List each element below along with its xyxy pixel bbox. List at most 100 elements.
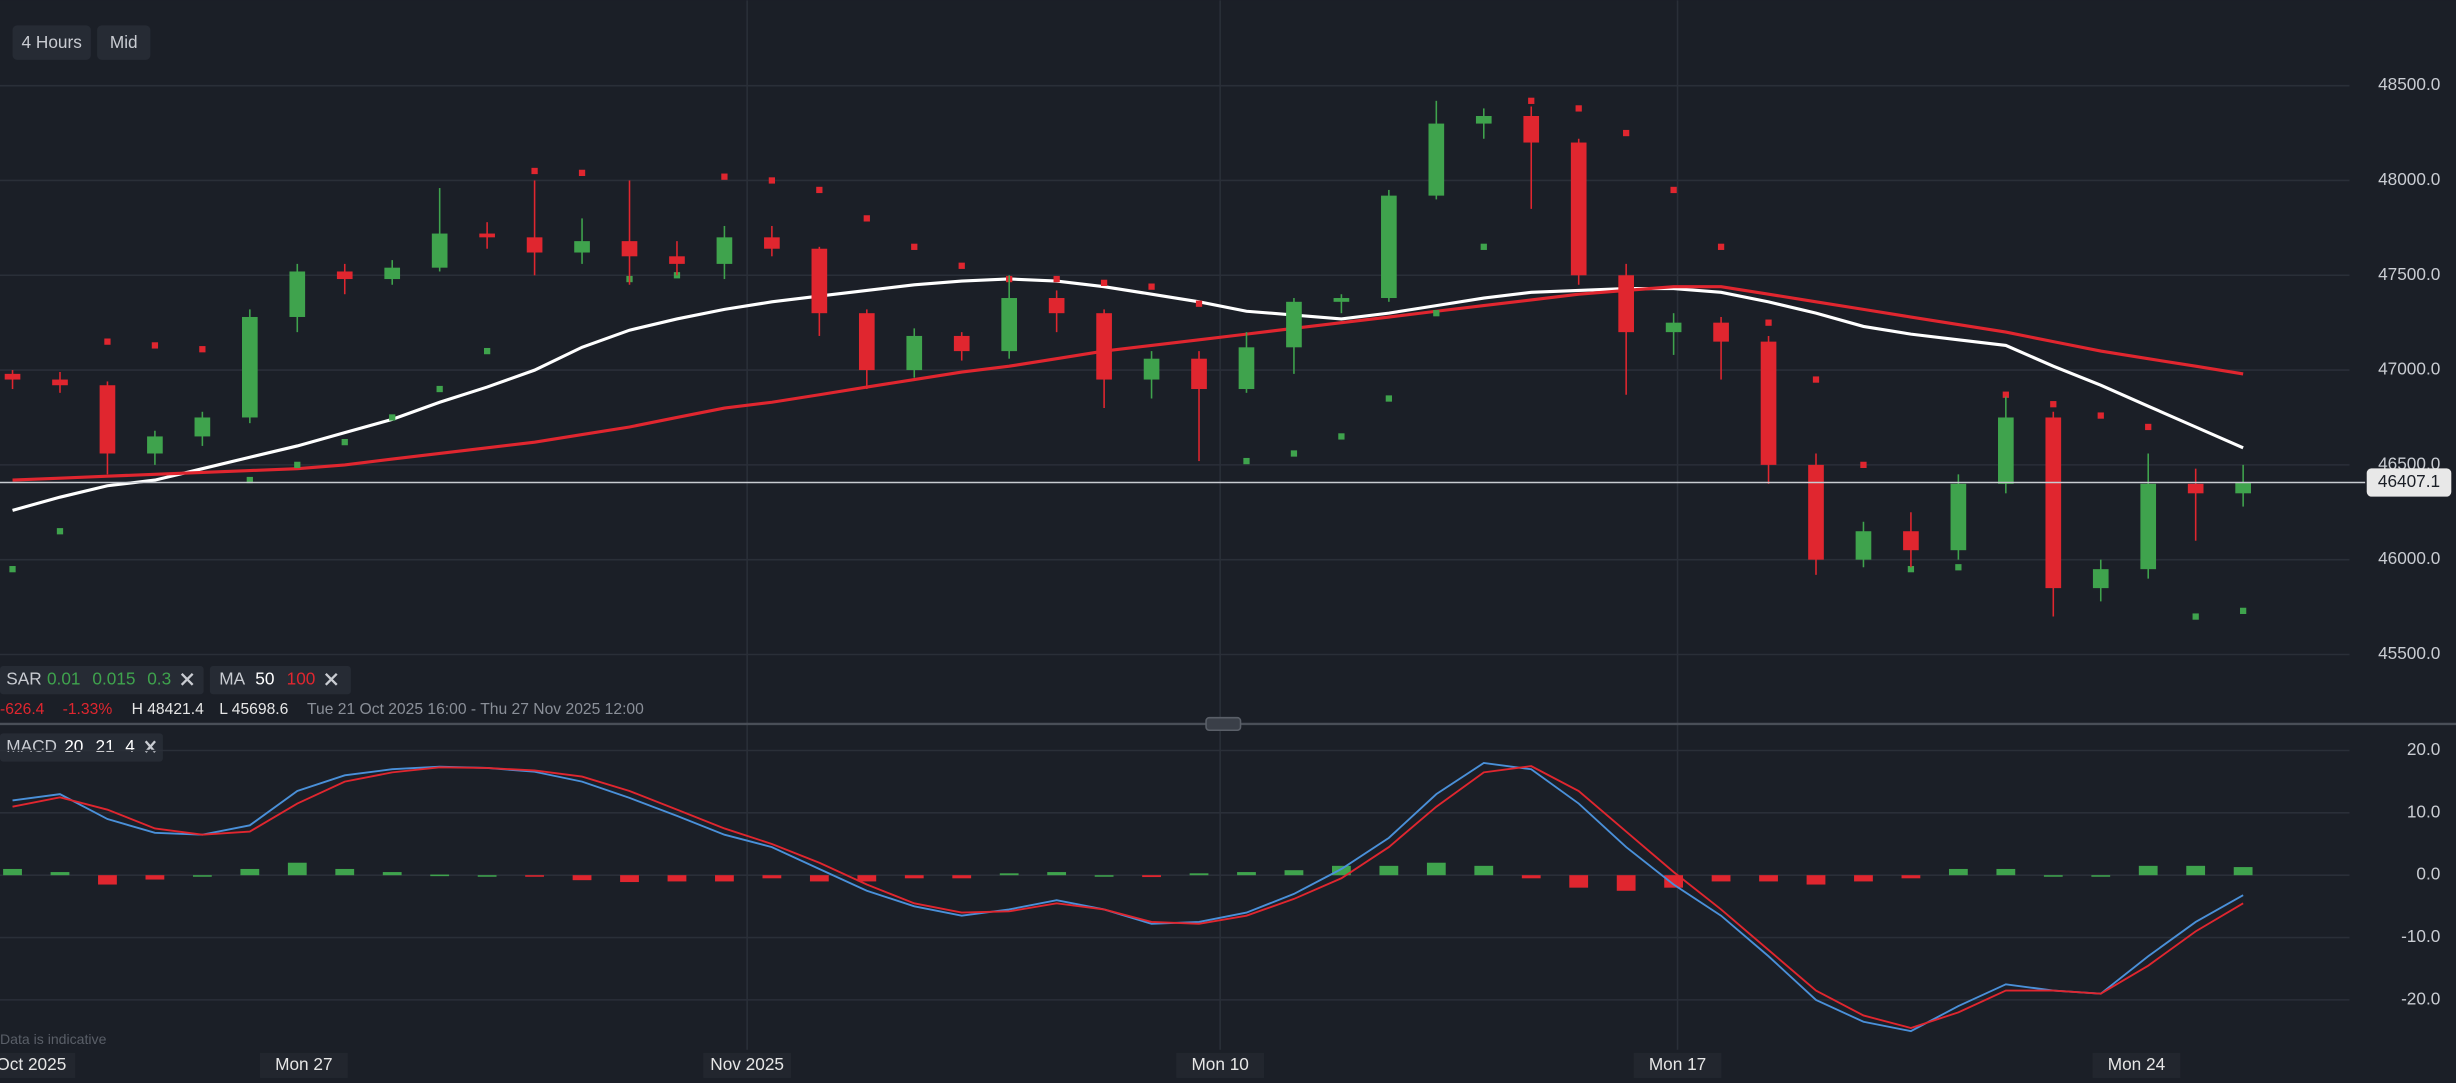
candle-body [2235,482,2251,494]
histogram-bar [762,875,782,879]
histogram-bar [287,862,307,876]
candle-body [99,385,116,454]
histogram-bar [1901,875,1921,879]
interval-button[interactable] [12,25,91,60]
period-high: H 48421.4 [132,701,205,718]
sar-param: 0.015 [92,669,135,689]
sar-dot [1243,457,1250,465]
y-tick-label: -10.0 [2401,926,2440,946]
macd-label: MACD [6,736,57,756]
histogram-bar [999,873,1019,876]
candle-body [1048,298,1065,314]
sar-dot [1338,433,1345,440]
candle-body [953,335,970,352]
histogram-bar [1047,872,1067,876]
close-icon[interactable] [324,673,338,686]
histogram-bar [667,875,687,882]
sar-dot [1812,376,1820,383]
sar-dot [246,476,253,484]
histogram-bar [145,875,165,880]
histogram-bar [2043,875,2063,877]
y-tick-label: 46000.0 [2378,548,2440,568]
period-low: L 45698.6 [219,701,288,718]
sar-dot [1290,450,1298,457]
macd-legend[interactable] [0,733,163,762]
sar-dot [531,167,538,175]
sar-dot [578,169,586,177]
y-tick-label: 48500.0 [2378,74,2440,94]
histogram-bar [1094,875,1114,877]
resize-handle[interactable] [1205,716,1242,732]
sar-dot [1480,243,1487,250]
ma-legend[interactable] [209,666,351,695]
sar-dot [1955,564,1962,571]
candle-body [1808,464,1824,560]
candle-body [1143,358,1160,380]
sar-dot [389,414,396,421]
histogram-bar [1189,873,1209,876]
histogram-bar [857,875,877,882]
sar-param: 0.3 [147,669,171,689]
sar-legend[interactable] [0,666,204,695]
candle-body [1665,322,1682,333]
sar-dot [721,173,728,180]
candle-body [1950,483,1967,551]
candle-body [2187,483,2204,494]
x-label-bg [703,1052,791,1078]
histogram-bar [2138,865,2158,876]
sar-dot [341,438,348,446]
histogram-bar [572,875,592,881]
histogram-bar [3,868,22,876]
change: -626.4 [0,701,45,718]
sar-dot [2050,401,2057,408]
histogram-bar [477,875,497,877]
y-tick-label: 45500.0 [2378,643,2440,663]
close-icon[interactable] [180,673,194,686]
price-type-button[interactable] [97,25,151,60]
candle-body [1475,115,1492,124]
sar-dot [56,528,64,535]
histogram-bar [1711,875,1731,882]
sar-dot [199,346,206,353]
histogram-bar [715,875,734,882]
y-tick-label: 47000.0 [2378,359,2440,379]
disclaimer: Data is indicative [0,1031,107,1047]
y-tick-label: -20.0 [2401,988,2440,1008]
histogram-bar [1664,875,1684,888]
candle-body [1238,347,1255,390]
histogram-bar [1854,875,1873,882]
histogram-bar [2091,875,2111,877]
sar-dot [1100,279,1108,286]
candle-body [241,316,258,418]
candle-body [811,248,828,314]
x-label-bg [2092,1052,2181,1078]
ma-line [12,277,2244,512]
candle-body [716,237,733,264]
y-tick-label: 20.0 [2407,739,2441,759]
ma-label: MA [219,669,245,689]
candle-body [1618,275,1634,333]
x-label-bg [1176,1052,1265,1078]
sar-dot [2240,607,2247,615]
sar-dot [1670,186,1677,194]
candle-body [2092,569,2109,589]
histogram-bar [50,872,70,876]
sar-dot [1860,461,1867,469]
histogram-bar [620,875,639,883]
candle-body [479,233,495,238]
histogram-bar [382,872,402,876]
sar-dot [1148,283,1155,290]
candle-body [2045,417,2062,589]
sar-dot [151,342,159,349]
candle-body [526,237,543,253]
x-tick-label: Mon 24 [2108,1054,2166,1074]
histogram-bar [1521,875,1541,879]
y-tick-label: 47500.0 [2378,264,2440,284]
candle-body [289,271,306,317]
y-tick-label: 48000.0 [2378,169,2440,189]
histogram-bar [525,875,544,877]
candle-body [1428,123,1445,196]
candle-body [906,335,923,371]
sar-dot [1053,275,1060,283]
